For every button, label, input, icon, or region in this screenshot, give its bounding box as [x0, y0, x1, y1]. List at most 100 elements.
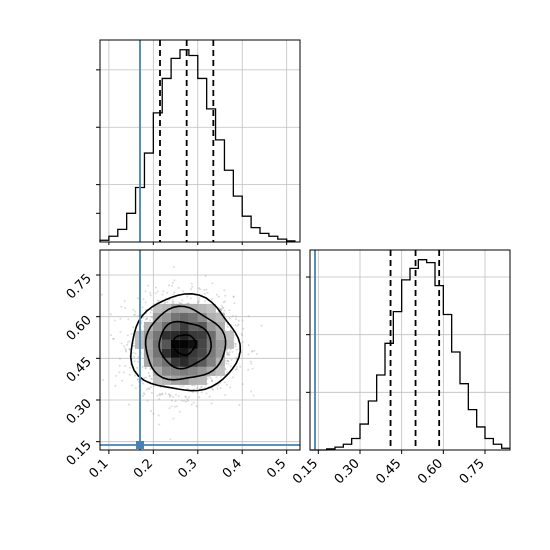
- x-tick-label: 0.30: [332, 456, 363, 487]
- scatter-point: [206, 291, 209, 294]
- density-cell: [224, 339, 234, 349]
- scatter-point: [170, 405, 173, 408]
- scatter-point: [197, 301, 200, 304]
- density-cell: [197, 312, 207, 322]
- scatter-point: [147, 371, 150, 374]
- scatter-point: [119, 331, 122, 334]
- density-cell: [197, 348, 207, 358]
- scatter-point: [191, 285, 194, 288]
- scatter-point: [224, 300, 226, 303]
- scatter-point: [220, 304, 223, 307]
- scatter-point: [190, 282, 193, 285]
- scatter-point: [247, 353, 250, 356]
- scatter-point: [150, 309, 153, 312]
- scatter-point: [222, 301, 225, 303]
- scatter-point: [171, 281, 174, 284]
- scatter-point: [240, 332, 243, 335]
- scatter-point: [144, 318, 147, 321]
- joint-density-squares: [134, 303, 234, 385]
- scatter-point: [211, 282, 214, 285]
- scatter-point: [241, 341, 244, 344]
- density-cell: [143, 321, 153, 331]
- scatter-point: [219, 387, 222, 389]
- scatter-point: [126, 334, 129, 337]
- scatter-point: [126, 341, 129, 344]
- scatter-point: [236, 324, 239, 327]
- scatter-point: [219, 308, 222, 311]
- scatter-point: [172, 417, 175, 420]
- scatter-point: [231, 350, 234, 353]
- scatter-point: [172, 300, 175, 303]
- scatter-point: [126, 343, 129, 346]
- density-cell: [161, 375, 171, 385]
- scatter-point: [132, 351, 135, 354]
- scatter-point: [238, 403, 241, 406]
- scatter-point: [150, 377, 153, 380]
- scatter-point: [149, 311, 152, 314]
- contour-line: [144, 305, 227, 381]
- scatter-point: [166, 291, 169, 294]
- scatter-point: [161, 392, 164, 395]
- scatter-point: [241, 383, 244, 386]
- scatter-point: [227, 353, 230, 356]
- scatter-point: [123, 345, 125, 348]
- scatter-point: [121, 379, 124, 382]
- scatter-point: [173, 279, 176, 282]
- scatter-point: [235, 368, 238, 371]
- density-cell: [161, 330, 171, 340]
- scatter-point: [192, 401, 195, 404]
- scatter-point: [249, 360, 252, 363]
- scatter-point: [171, 301, 174, 304]
- scatter-point: [233, 302, 236, 305]
- scatter-point: [168, 407, 171, 410]
- scatter-point: [184, 395, 187, 398]
- scatter-point: [239, 365, 242, 368]
- density-cell: [197, 303, 207, 313]
- scatter-point: [260, 324, 263, 327]
- scatter-point: [240, 351, 243, 354]
- density-cell: [170, 321, 180, 331]
- scatter-point: [188, 396, 191, 399]
- scatter-point: [226, 352, 229, 355]
- scatter-point: [227, 362, 230, 365]
- scatter-point: [222, 306, 225, 309]
- density-cell: [206, 330, 216, 340]
- density-cell: [170, 348, 180, 358]
- x-tick-label: 0.60: [415, 456, 446, 487]
- x-tick-label: 0.3: [175, 456, 200, 481]
- scatter-point: [228, 309, 231, 312]
- scatter-point: [127, 318, 130, 321]
- scatter-point: [247, 344, 250, 347]
- x-tick-label: 0.15: [290, 456, 321, 487]
- scatter-point: [181, 299, 184, 302]
- scatter-point: [136, 366, 139, 369]
- scatter-point: [156, 299, 159, 302]
- scatter-point: [143, 393, 146, 396]
- scatter-point: [174, 405, 176, 408]
- scatter-point: [168, 393, 171, 396]
- scatter-point: [114, 384, 117, 387]
- scatter-point: [220, 308, 223, 311]
- scatter-point: [234, 343, 237, 346]
- scatter-point: [174, 393, 177, 396]
- scatter-point: [146, 399, 149, 402]
- x-tick-label: 0.4: [220, 456, 245, 481]
- scatter-point: [235, 368, 237, 371]
- scatter-point: [232, 295, 235, 298]
- density-cell: [161, 312, 171, 322]
- scatter-point: [252, 394, 255, 397]
- scatter-point: [183, 399, 186, 402]
- scatter-point: [156, 290, 159, 293]
- scatter-point: [198, 297, 201, 300]
- scatter-point: [177, 286, 180, 289]
- density-cell: [197, 366, 207, 376]
- scatter-point: [146, 317, 148, 320]
- scatter-point: [133, 355, 136, 358]
- scatter-point: [161, 293, 164, 296]
- scatter-point: [215, 293, 218, 296]
- scatter-point: [204, 274, 207, 277]
- scatter-point: [137, 360, 140, 363]
- scatter-point: [217, 384, 220, 387]
- scatter-point: [148, 374, 151, 377]
- scatter-point: [230, 358, 233, 361]
